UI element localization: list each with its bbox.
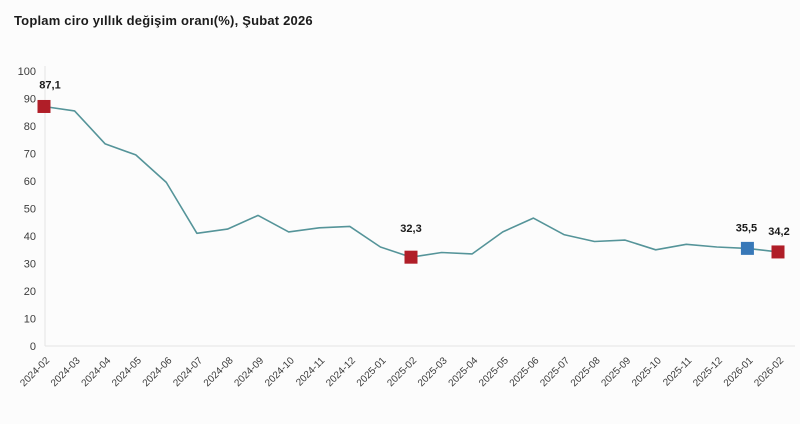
y-tick-label: 100 <box>18 66 36 78</box>
y-tick-label: 90 <box>24 94 36 106</box>
y-tick-label: 50 <box>24 204 36 216</box>
x-tick-label: 2025-04 <box>447 355 481 389</box>
x-tick-label: 2024-12 <box>324 355 358 389</box>
x-tick-label: 2024-09 <box>232 355 266 389</box>
x-tick-label: 2025-06 <box>508 355 542 389</box>
chart-title: Toplam ciro yıllık değişim oranı(%), Şub… <box>14 13 313 28</box>
x-tick-label: 2025-10 <box>630 355 664 389</box>
data-label: 34,2 <box>768 226 789 238</box>
y-tick-label: 40 <box>24 231 36 243</box>
x-tick-label: 2025-08 <box>569 355 603 389</box>
x-tick-label: 2025-02 <box>385 355 419 389</box>
x-tick-label: 2024-05 <box>110 355 144 389</box>
data-label: 87,1 <box>39 79 60 91</box>
x-tick-label: 2024-11 <box>294 355 328 389</box>
y-tick-label: 30 <box>24 259 36 271</box>
x-tick-label: 2025-05 <box>477 355 511 389</box>
highlight-marker <box>404 250 418 264</box>
x-tick-label: 2025-03 <box>416 355 450 389</box>
y-tick-label: 20 <box>24 286 36 298</box>
highlight-marker <box>740 241 754 255</box>
x-tick-label: 2024-08 <box>202 355 236 389</box>
x-tick-label: 2024-02 <box>18 355 52 389</box>
x-tick-label: 2025-12 <box>691 355 725 389</box>
y-tick-label: 70 <box>24 149 36 161</box>
y-tick-label: 80 <box>24 121 36 133</box>
y-tick-label: 0 <box>30 341 36 353</box>
data-label: 32,3 <box>400 223 421 235</box>
x-tick-label: 2024-04 <box>80 355 114 389</box>
x-tick-label: 2025-01 <box>355 355 389 389</box>
highlight-marker <box>771 245 785 259</box>
x-tick-label: 2024-07 <box>171 355 205 389</box>
x-tick-label: 2025-09 <box>599 355 633 389</box>
x-tick-label: 2026-01 <box>722 355 756 389</box>
y-tick-label: 10 <box>24 314 36 326</box>
x-tick-label: 2025-07 <box>538 355 572 389</box>
highlight-marker <box>37 99 51 113</box>
x-tick-label: 2024-03 <box>49 355 83 389</box>
x-tick-label: 2024-06 <box>141 355 175 389</box>
x-tick-label: 2026-02 <box>752 355 786 389</box>
y-tick-label: 60 <box>24 176 36 188</box>
x-tick-label: 2025-11 <box>661 355 695 389</box>
data-label: 35,5 <box>736 222 757 234</box>
x-tick-label: 2024-10 <box>263 355 297 389</box>
